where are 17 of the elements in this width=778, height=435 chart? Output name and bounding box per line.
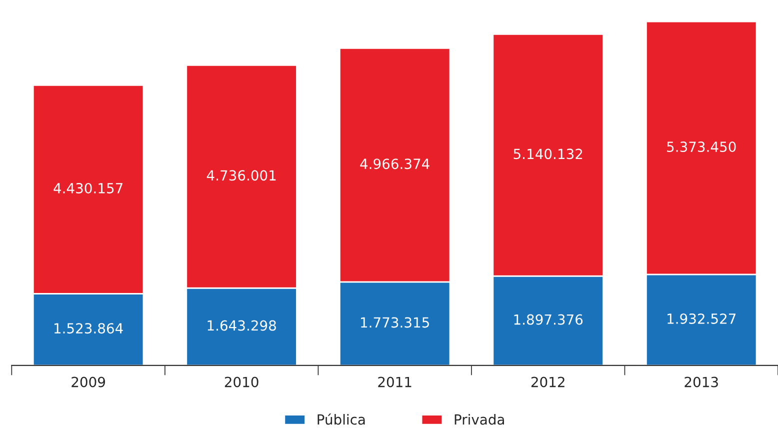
data-label: 1.897.376 <box>514 314 583 325</box>
x-tick-label: 2011 <box>378 376 412 388</box>
data-label: 1.773.315 <box>361 317 429 328</box>
data-label: 4.430.157 <box>54 182 122 194</box>
data-label: 1.932.527 <box>668 313 736 324</box>
data-label: 1.523.864 <box>54 323 123 334</box>
x-tick-label: 2010 <box>224 376 258 388</box>
x-tick-label: 2013 <box>684 376 718 388</box>
legend-label: Privada <box>454 414 504 425</box>
x-tick-label: 2012 <box>531 376 564 388</box>
data-label: 4.736.001 <box>206 170 276 181</box>
data-label: 1.643.298 <box>208 320 276 331</box>
data-label: 5.373.450 <box>667 142 736 152</box>
x-tick-label: 2009 <box>72 376 105 388</box>
data-label: 4.966.374 <box>360 158 430 170</box>
data-label: 5.140.132 <box>514 148 582 160</box>
legend-label: Pública <box>318 413 365 425</box>
